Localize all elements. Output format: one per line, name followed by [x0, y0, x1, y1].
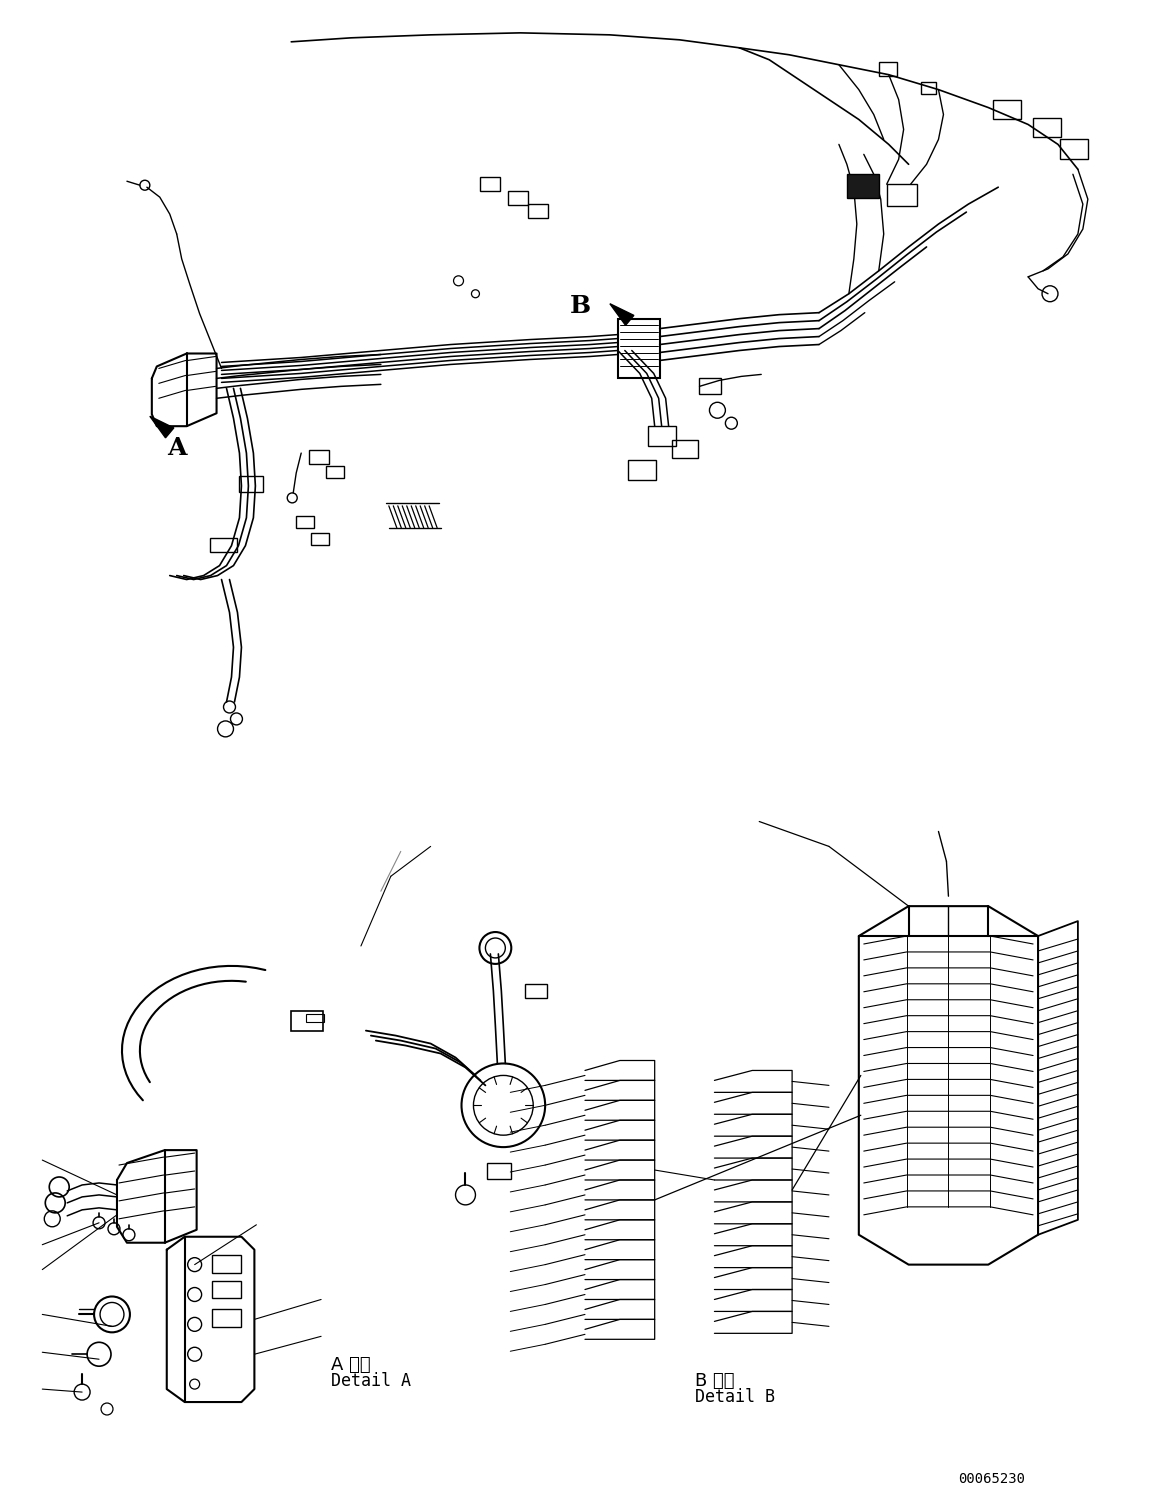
Bar	[487, 1164, 512, 1178]
Text: Detail A: Detail A	[331, 1372, 411, 1390]
Bar	[309, 449, 329, 464]
Bar	[209, 537, 237, 552]
Bar	[879, 61, 897, 76]
Bar	[618, 318, 659, 378]
Bar	[480, 177, 500, 190]
Text: Detail B: Detail B	[694, 1388, 775, 1406]
Bar	[326, 466, 344, 478]
Bar	[993, 100, 1021, 119]
Bar	[699, 378, 721, 394]
Bar	[1059, 140, 1087, 159]
Bar	[886, 185, 916, 207]
Polygon shape	[150, 417, 173, 437]
Bar	[1033, 118, 1061, 137]
Bar	[297, 516, 314, 528]
Polygon shape	[609, 304, 634, 326]
Text: B: B	[570, 293, 591, 318]
Text: A 詳細: A 詳細	[331, 1356, 371, 1375]
Bar	[291, 1010, 323, 1031]
Bar	[671, 440, 698, 458]
Bar	[648, 426, 676, 446]
Bar	[921, 82, 936, 94]
Bar	[526, 984, 547, 998]
Text: B 詳細: B 詳細	[694, 1372, 734, 1390]
Bar	[306, 1013, 324, 1022]
Bar	[628, 460, 656, 481]
Bar	[212, 1254, 242, 1272]
Bar	[312, 533, 329, 545]
Bar	[528, 204, 548, 219]
Bar	[212, 1281, 242, 1299]
Text: 00065230: 00065230	[958, 1472, 1026, 1485]
Bar	[212, 1309, 242, 1327]
Bar	[847, 174, 879, 198]
Bar	[508, 190, 528, 205]
Bar	[240, 476, 263, 493]
Text: A: A	[166, 436, 186, 460]
